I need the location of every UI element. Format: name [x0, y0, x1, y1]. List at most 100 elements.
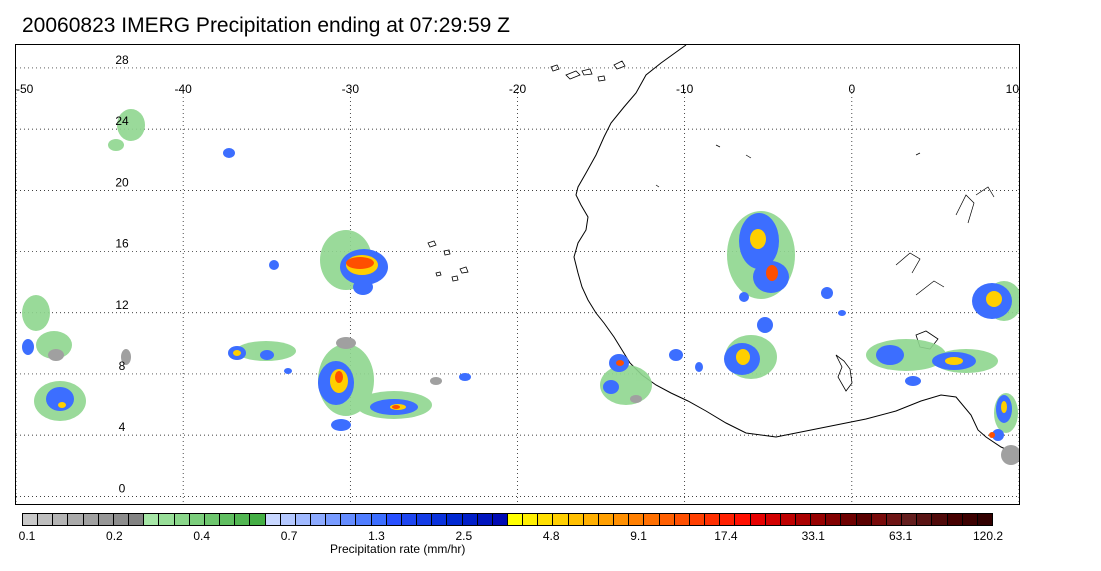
- colorbar-swatch: [23, 514, 39, 525]
- lon-tick-label: -40: [174, 82, 192, 96]
- colorbar-swatch: [583, 514, 599, 525]
- colorbar-swatch: [386, 514, 402, 525]
- colorbar-swatch: [204, 514, 221, 525]
- inland-lakes: [655, 144, 995, 296]
- colorbar-swatch: [523, 514, 539, 525]
- precipitation-map: -50 -40 -30 -20 -10 0 10 28 24 20 16 12 8 4 0: [16, 45, 1019, 504]
- colorbar-swatch: [568, 514, 584, 525]
- colorbar-swatch: [174, 514, 190, 525]
- colorbar-swatch: [689, 514, 706, 525]
- colorbar-tick-label: 0.1: [18, 529, 36, 543]
- lon-tick-label: -30: [342, 82, 360, 96]
- colorbar-swatch: [538, 514, 554, 525]
- colorbar-swatch: [932, 514, 948, 525]
- colorbar-swatch: [401, 514, 418, 525]
- colorbar-swatch: [811, 514, 827, 525]
- lon-tick-label: -10: [676, 82, 694, 96]
- colorbar-swatch: [977, 514, 992, 525]
- colorbar-tick-label: 0.2: [106, 529, 123, 543]
- latitude-labels: 28 24 20 16 12 8 4 0: [115, 53, 129, 495]
- colorbar-swatch: [795, 514, 812, 525]
- colorbar-swatch: [280, 514, 296, 525]
- colorbar-swatch: [326, 514, 342, 525]
- colorbar-swatch: [371, 514, 387, 525]
- colorbar-swatch: [38, 514, 54, 525]
- lat-tick-label: 20: [115, 175, 129, 189]
- lon-tick-label: 0: [848, 82, 855, 96]
- colorbar-swatch: [144, 514, 160, 525]
- colorbar-swatch: [129, 514, 145, 525]
- colorbar-swatch: [508, 514, 524, 525]
- colorbar-swatch: [614, 514, 630, 525]
- colorbar-swatch: [765, 514, 781, 525]
- colorbar-swatch: [265, 514, 281, 525]
- colorbar-swatch: [477, 514, 493, 525]
- colorbar-tick-label: 9.1: [630, 529, 647, 543]
- colorbar-tick-label: 2.5: [455, 529, 473, 543]
- colorbar-swatch: [917, 514, 933, 525]
- colorbar-swatch: [68, 514, 84, 525]
- colorbar-swatch: [553, 514, 569, 525]
- colorbar-swatch: [356, 514, 372, 525]
- colorbar-swatch: [83, 514, 99, 525]
- colorbar-swatch: [98, 514, 114, 525]
- colorbar-swatch: [189, 514, 205, 525]
- colorbar-swatch: [53, 514, 69, 525]
- colorbar-swatch: [250, 514, 266, 525]
- colorbar-swatch: [841, 514, 857, 525]
- colorbar-tick-label: 1.3: [368, 529, 385, 543]
- colorbar-tick-label: 0.7: [280, 529, 298, 543]
- colorbar-swatch: [735, 514, 751, 525]
- colorbar-swatch: [235, 514, 251, 525]
- colorbar-tick-label: 4.8: [542, 529, 560, 543]
- colorbar-swatch: [629, 514, 645, 525]
- colorbar: [22, 513, 993, 526]
- lat-tick-label: 0: [119, 481, 126, 495]
- colorbar-swatch: [310, 514, 327, 525]
- lon-tick-label: -50: [16, 82, 34, 96]
- colorbar-swatch: [492, 514, 508, 525]
- colorbar-tick-label: 17.4: [714, 529, 738, 543]
- longitude-labels: -50 -40 -30 -20 -10 0 10: [16, 82, 1019, 96]
- colorbar-swatch: [856, 514, 872, 525]
- colorbar-swatch: [447, 514, 463, 525]
- colorbar-swatch: [220, 514, 236, 525]
- lat-tick-label: 4: [119, 420, 126, 434]
- page-title: 20060823 IMERG Precipitation ending at 0…: [22, 14, 510, 37]
- colorbar-swatch: [902, 514, 918, 525]
- colorbar-swatch: [598, 514, 615, 525]
- lon-tick-label: 10: [1006, 82, 1019, 96]
- lat-tick-label: 12: [115, 298, 129, 312]
- colorbar-swatch: [644, 514, 660, 525]
- colorbar-swatch: [720, 514, 736, 525]
- africa-coastline: [573, 45, 1019, 456]
- colorbar-swatch: [826, 514, 842, 525]
- canary-islands: [550, 60, 626, 82]
- colorbar-swatch: [947, 514, 963, 525]
- colorbar-tick-label: 0.4: [193, 529, 211, 543]
- colorbar-swatch: [659, 514, 675, 525]
- colorbar-tick-label: 120.2: [972, 529, 1004, 543]
- colorbar-swatch: [705, 514, 721, 525]
- map-panel: -50 -40 -30 -20 -10 0 10 28 24 20 16 12 8 4 0: [15, 44, 1020, 505]
- colorbar-swatch: [674, 514, 690, 525]
- lat-tick-label: 16: [115, 237, 129, 251]
- colorbar-tick-label: 33.1: [801, 529, 825, 543]
- lat-tick-label: 28: [115, 53, 129, 67]
- colorbar-swatch: [750, 514, 766, 525]
- colorbar-swatch: [780, 514, 796, 525]
- map-grid: [16, 67, 1019, 504]
- colorbar-swatch: [341, 514, 357, 525]
- lon-tick-label: -20: [509, 82, 527, 96]
- colorbar-swatch: [462, 514, 478, 525]
- precipitation-cells: [22, 109, 1019, 465]
- colorbar-label: Precipitation rate (mm/hr): [330, 542, 466, 556]
- cape-verde-islands: [427, 240, 469, 282]
- lat-tick-label: 8: [119, 359, 126, 373]
- colorbar-tick-label: 63.1: [888, 529, 913, 543]
- lat-tick-label: 24: [115, 114, 129, 128]
- colorbar-swatch: [159, 514, 175, 525]
- colorbar-swatch: [113, 514, 130, 525]
- colorbar-swatch: [417, 514, 433, 525]
- colorbar-swatch: [432, 514, 448, 525]
